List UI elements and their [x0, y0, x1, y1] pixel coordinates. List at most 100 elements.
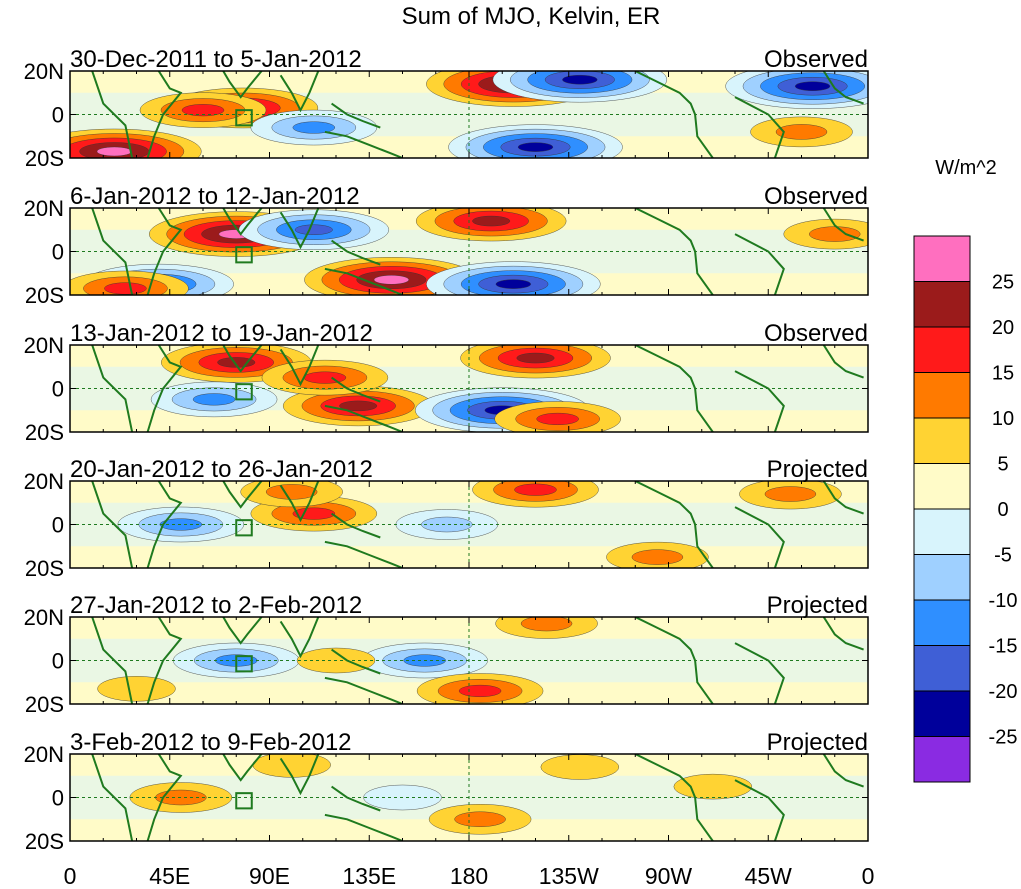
coastline: [634, 481, 714, 568]
x-tick-label: 135W: [539, 863, 599, 889]
coastline: [331, 648, 381, 675]
colorbar-swatch: [913, 326, 971, 373]
coastline: [146, 208, 183, 295]
coastline: [634, 754, 714, 841]
colorbar-swatch: [913, 645, 971, 692]
index-box: [235, 109, 253, 127]
coastline: [279, 754, 320, 796]
x-tick-label: 135E: [342, 863, 396, 889]
coastline: [222, 345, 263, 373]
coastline: [822, 481, 864, 515]
index-box: [235, 383, 253, 401]
y-tick-label: 20N: [24, 469, 64, 494]
x-tick-label: 45E: [149, 863, 190, 889]
anomaly-contour: [97, 676, 176, 702]
coastline: [331, 785, 381, 812]
colorbar-label: 0: [997, 499, 1008, 521]
coastline: [734, 506, 785, 568]
anomaly-contour: [294, 224, 333, 235]
panel-period: 27-Jan-2012 to 2-Feb-2012: [70, 592, 362, 619]
coastline: [146, 617, 183, 704]
colorbar-swatch: [913, 690, 971, 737]
colorbar-swatch: [913, 463, 971, 510]
anomaly-contour: [96, 146, 132, 157]
coastline: [822, 754, 864, 788]
panel-label: Observed: [764, 183, 868, 210]
colorbar-label: -20: [989, 681, 1018, 703]
panel: 20N 0 20S 6-Jan-2012 to 12-Jan-2012 Observed: [24, 183, 869, 308]
colorbar-label: 10: [992, 408, 1014, 430]
coastline: [222, 617, 263, 645]
coastline: [146, 345, 183, 432]
colorbar-label: 5: [997, 454, 1008, 476]
y-tick-label: 0: [52, 103, 64, 128]
panel-label: Projected: [767, 592, 868, 619]
coastline: [634, 617, 714, 704]
anomaly-contour: [495, 279, 531, 289]
anomaly-contour: [520, 617, 573, 632]
coastline: [146, 71, 183, 158]
anomaly-contour: [472, 215, 511, 227]
panel-label: Projected: [767, 729, 868, 756]
panel-label: Observed: [764, 320, 868, 347]
anomaly-contour: [540, 754, 620, 780]
x-tick-label: 180: [450, 863, 488, 889]
coastline: [634, 208, 714, 295]
coastline: [331, 102, 381, 129]
y-tick-label: 20S: [25, 420, 64, 445]
y-tick-label: 20N: [24, 605, 64, 630]
anomaly-contour: [454, 811, 506, 827]
anomaly-contour: [104, 282, 147, 295]
anomaly-contour: [536, 412, 579, 425]
anomaly-contour: [265, 484, 318, 500]
y-tick-label: 20N: [24, 333, 64, 358]
chart-title: Sum of MJO, Kelvin, ER: [402, 3, 661, 30]
y-tick-label: 20S: [25, 146, 64, 171]
panels: 20N 0 20S 30-Dec-2011 to 5-Jan-2012 Observed…: [24, 46, 869, 854]
y-tick-label: 0: [52, 786, 64, 811]
anomaly-contour: [631, 549, 684, 565]
x-tick-label: 0: [862, 863, 875, 889]
coastline: [279, 617, 320, 659]
coastline: [324, 540, 403, 568]
panel: 20N 0 20S 27-Jan-2012 to 2-Feb-2012 Projecte…: [24, 592, 869, 717]
panel-label: Projected: [767, 456, 868, 483]
panel-period: 13-Jan-2012 to 19-Jan-2012: [70, 320, 373, 347]
colorbar-label: -5: [994, 545, 1012, 567]
coastline: [331, 239, 381, 266]
coastline: [146, 481, 183, 568]
colorbar-swatch: [913, 235, 971, 282]
coastline: [822, 208, 864, 242]
coastline: [279, 481, 320, 523]
colorbar-label: -15: [989, 636, 1018, 658]
x-tick-label: 0: [64, 863, 77, 889]
anomaly-contour: [764, 486, 817, 502]
y-tick-label: 20S: [25, 829, 64, 854]
y-tick-label: 20S: [25, 692, 64, 717]
coastline: [634, 71, 714, 158]
coastline: [331, 376, 381, 403]
colorbar-swatch: [913, 736, 971, 783]
anomaly-contour: [809, 226, 861, 242]
anomaly-contour: [775, 124, 828, 140]
coastline: [734, 779, 785, 841]
y-tick-label: 20N: [24, 196, 64, 221]
panel-period: 6-Jan-2012 to 12-Jan-2012: [70, 183, 360, 210]
anomaly-contour: [339, 400, 378, 412]
coastline: [634, 345, 714, 432]
y-tick-label: 20N: [24, 742, 64, 767]
anomaly-contour: [517, 142, 554, 152]
x-tick-label: 90E: [249, 863, 290, 889]
colorbar-swatch: [913, 599, 971, 646]
y-tick-label: 0: [52, 649, 64, 674]
index-box: [235, 655, 253, 673]
anomaly-contour: [562, 74, 598, 85]
coastline: [822, 617, 864, 651]
anomaly-contour: [181, 104, 225, 117]
anomaly-contour: [458, 684, 502, 697]
coastline: [822, 345, 864, 379]
anomaly-contour: [516, 352, 555, 364]
coastline: [279, 208, 320, 250]
coastline: [279, 71, 320, 113]
